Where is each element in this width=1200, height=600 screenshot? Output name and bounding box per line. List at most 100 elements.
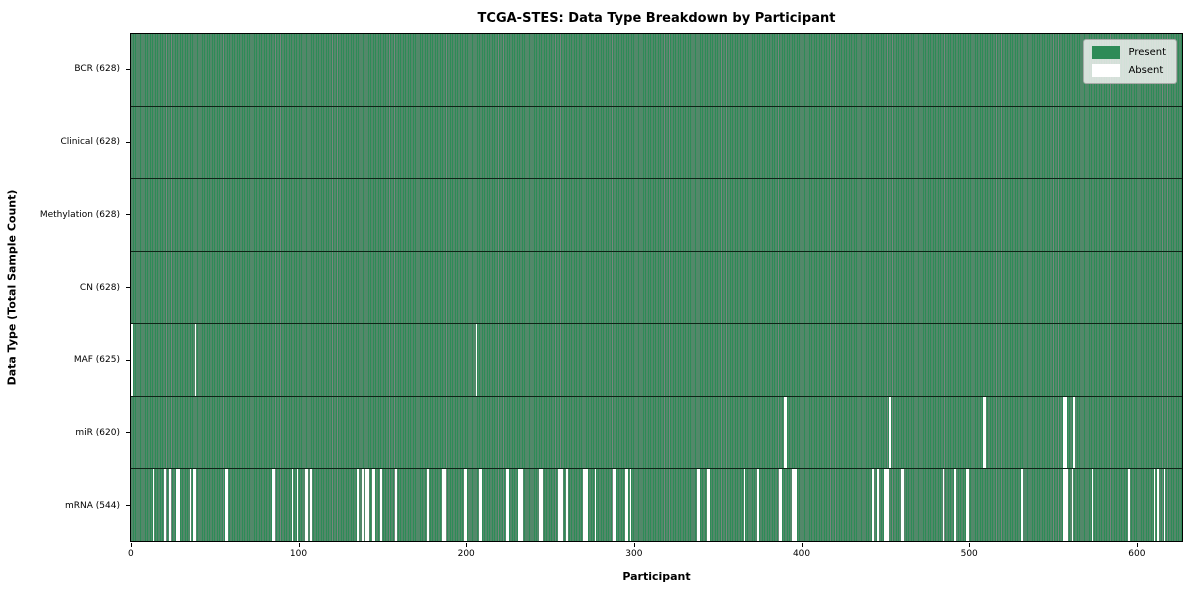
absent-marker — [582, 469, 588, 542]
absent-marker — [539, 469, 543, 542]
absent-marker — [792, 469, 798, 542]
absent-marker — [464, 469, 468, 542]
absent-marker — [612, 469, 617, 542]
x-tick-mark — [801, 543, 803, 547]
x-tick-mark — [969, 543, 971, 547]
absent-swatch-icon — [1092, 64, 1121, 77]
absent-marker — [1063, 396, 1067, 469]
absent-marker — [696, 469, 700, 542]
x-tick-label-400: 400 — [792, 549, 811, 559]
row-methylation — [131, 179, 1182, 252]
x-axis-label: Participant — [622, 570, 691, 583]
absent-marker — [505, 469, 510, 542]
absent-marker — [557, 469, 563, 542]
absent-marker — [566, 469, 568, 542]
absent-marker — [900, 469, 905, 542]
chart-title: TCGA-STES: Data Type Breakdown by Partic… — [477, 11, 836, 26]
absent-marker — [427, 469, 429, 542]
absent-marker — [291, 469, 294, 542]
absent-marker — [395, 469, 398, 542]
absent-marker — [152, 469, 155, 542]
absent-marker — [889, 396, 891, 469]
y-axis-ticks: BCR (628) Clinical (628) Methylation (628)… — [0, 33, 130, 542]
absent-marker — [194, 324, 197, 396]
absent-marker — [517, 469, 523, 542]
y-tick-label-cn: CN (628) — [79, 282, 120, 293]
absent-marker — [877, 469, 880, 542]
x-tick-label-0: 0 — [127, 549, 134, 559]
x-tick-label-500: 500 — [960, 549, 978, 559]
absent-marker — [594, 469, 597, 542]
y-tick-label-maf: MAF (625) — [73, 355, 120, 366]
absent-marker — [966, 469, 970, 542]
plot-area — [130, 33, 1183, 542]
y-tick-mark — [126, 141, 130, 143]
y-tick-label-clinical: Clinical (628) — [60, 137, 120, 148]
absent-marker — [310, 469, 312, 542]
absent-marker — [942, 469, 945, 542]
absent-marker — [783, 396, 788, 469]
x-tick-mark — [633, 543, 635, 547]
y-tick-mark — [126, 287, 130, 288]
absent-marker — [1128, 469, 1131, 542]
x-tick-label-100: 100 — [289, 549, 308, 559]
y-tick-mark — [126, 505, 130, 507]
legend-label-absent: Absent — [1128, 65, 1164, 76]
absent-marker — [743, 469, 746, 542]
absent-marker — [192, 469, 197, 542]
absent-marker — [475, 324, 478, 396]
x-tick-mark — [298, 543, 300, 547]
absent-marker — [1156, 469, 1159, 542]
x-axis-ticks: 0 100 200 300 400 500 600 — [127, 543, 1183, 565]
y-tick-mark — [126, 214, 130, 216]
absent-marker — [371, 469, 376, 542]
y-tick-mark — [126, 432, 130, 434]
absent-marker — [1073, 396, 1075, 469]
y-tick-mark — [126, 359, 130, 361]
row-mir — [131, 396, 1182, 470]
legend-entry-absent: Absent — [1092, 64, 1166, 77]
absent-marker — [479, 469, 483, 542]
y-tick-label-mrna: mRNA (544) — [65, 500, 120, 511]
absent-marker — [629, 469, 632, 542]
row-cn — [131, 251, 1182, 325]
present-swatch-icon — [1092, 46, 1121, 59]
row-clinical — [131, 106, 1182, 180]
row-maf — [131, 324, 1182, 397]
x-tick-label-600: 600 — [1128, 549, 1146, 559]
absent-marker — [361, 469, 364, 542]
legend: Present Absent — [1083, 39, 1177, 84]
x-tick-mark — [466, 543, 468, 547]
absent-marker — [305, 469, 309, 542]
x-tick-mark — [1136, 543, 1138, 547]
absent-marker — [271, 469, 275, 542]
absent-marker — [954, 469, 957, 542]
absent-marker — [169, 469, 172, 542]
y-tick-label-methylation: Methylation (628) — [39, 209, 120, 220]
x-tick-label-300: 300 — [625, 549, 643, 559]
row-mrna — [131, 469, 1182, 542]
absent-marker — [296, 469, 299, 542]
row-bcr — [131, 34, 1182, 107]
absent-marker — [442, 469, 446, 542]
absent-marker — [1153, 469, 1156, 542]
x-tick-label-200: 200 — [457, 549, 475, 559]
legend-label-present: Present — [1128, 47, 1166, 58]
absent-marker — [131, 324, 133, 396]
absent-marker — [982, 396, 987, 469]
absent-marker — [1163, 469, 1166, 542]
absent-marker — [176, 469, 180, 542]
absent-marker — [706, 469, 711, 542]
absent-marker — [189, 469, 192, 542]
y-tick-label-bcr: BCR (628) — [74, 64, 120, 75]
absent-marker — [1063, 469, 1069, 542]
legend-entry-present: Present — [1092, 46, 1166, 59]
y-tick-label-mir: miR (620) — [75, 427, 120, 438]
absent-marker — [1071, 469, 1074, 542]
y-tick-mark — [126, 68, 130, 70]
absent-marker — [756, 469, 759, 542]
absent-marker — [1091, 469, 1094, 542]
absent-marker — [624, 469, 629, 542]
absent-marker — [224, 469, 229, 542]
